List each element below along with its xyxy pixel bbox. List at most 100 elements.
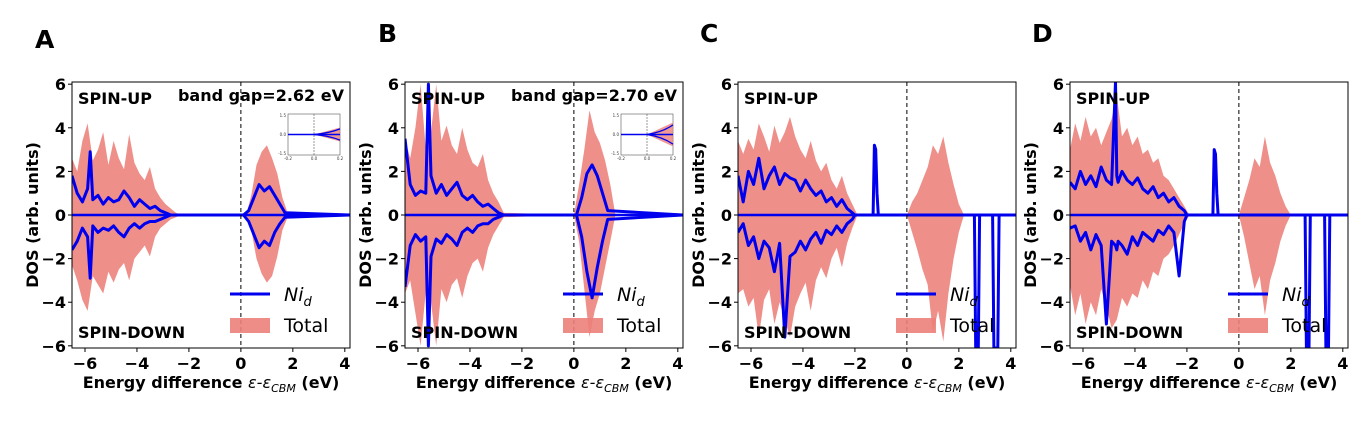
- y-tick-label: −2: [707, 250, 732, 269]
- y-tick-label: −4: [707, 293, 732, 312]
- y-tick-label: 2: [388, 162, 399, 181]
- plot-area: [72, 123, 350, 311]
- x-axis-label: Energy difference ε-εCBM (eV): [1081, 373, 1338, 395]
- y-tick-label: 0: [55, 206, 66, 225]
- y-tick-label: 0: [388, 206, 399, 225]
- nid-spin-up-line: [1070, 82, 1348, 348]
- inset-y-tick-label: -1.5: [611, 151, 619, 156]
- panel-label: B: [378, 19, 397, 48]
- nid-spin-down-line: [738, 213, 1016, 339]
- x-tick-label: 0: [1233, 354, 1244, 373]
- legend: Nid Total: [1228, 284, 1326, 337]
- total-dos-area: [1070, 95, 1291, 329]
- plot-area: [1070, 82, 1348, 348]
- inset-y-tick-label: 0.0: [280, 132, 287, 137]
- spin-down-label: SPIN-DOWN: [744, 323, 851, 342]
- x-tick-label: −6: [406, 354, 431, 373]
- y-tick-label: −6: [374, 337, 399, 356]
- panel-b: B −6 −4 −2 0 2 4 −6 −4 −2 0 2 4 6 Energy difference ε-…: [356, 19, 684, 395]
- y-tick-label: 4: [721, 119, 732, 138]
- legend-nid-label: Nid: [1282, 284, 1311, 310]
- y-tick-label: 4: [388, 119, 399, 138]
- inset-x-tick-label: 0.0: [644, 156, 651, 161]
- x-tick-label: −6: [1071, 354, 1096, 373]
- x-axis-label: Energy difference ε-εCBM (eV): [83, 373, 340, 395]
- inset-x-tick-label: -0.2: [284, 156, 292, 161]
- nid-spin-down-line: [72, 213, 350, 280]
- legend-total-label: Total: [283, 315, 328, 337]
- y-tick-label: 2: [1053, 162, 1064, 181]
- nid-spin-down-line: [1070, 213, 1348, 326]
- legend-total-swatch: [230, 318, 270, 333]
- panel-label: D: [1032, 19, 1053, 48]
- plot-area: [738, 116, 1016, 348]
- x-tick-label: 0: [901, 354, 912, 373]
- y-tick-label: 4: [55, 119, 66, 138]
- y-tick-label: 6: [388, 75, 399, 94]
- legend-nid-label: Nid: [617, 284, 646, 310]
- x-tick-label: −2: [1175, 354, 1200, 373]
- y-tick-label: −2: [1039, 250, 1064, 269]
- inset-y-tick-label: -1.5: [278, 151, 286, 156]
- y-tick-label: 6: [55, 75, 66, 94]
- legend-nid-label: Nid: [284, 284, 313, 310]
- spin-down-label: SPIN-DOWN: [411, 323, 518, 342]
- inset-x-tick-label: -0.2: [617, 156, 625, 161]
- inset-nid-down: [646, 133, 674, 145]
- x-axis-label: Energy difference ε-εCBM (eV): [416, 373, 673, 395]
- y-axis-label: DOS (arb. units): [689, 142, 708, 288]
- legend-total-label: Total: [616, 315, 661, 337]
- spin-down-label: SPIN-DOWN: [78, 323, 185, 342]
- y-tick-label: 2: [55, 162, 66, 181]
- x-tick-label: −4: [1123, 354, 1148, 373]
- x-tick-label: 0: [235, 354, 246, 373]
- legend-nid-subscript: d: [637, 295, 646, 310]
- y-tick-label: −4: [41, 293, 66, 312]
- y-tick-label: 4: [1053, 119, 1064, 138]
- inset-y-tick-label: 0.0: [613, 132, 620, 137]
- nid-spin-down-line: [405, 213, 683, 348]
- spin-up-label: SPIN-UP: [1076, 89, 1150, 108]
- x-tick-label: −6: [73, 354, 98, 373]
- y-axis-label: DOS (arb. units): [23, 142, 42, 288]
- y-axis-label: DOS (arb. units): [356, 142, 375, 288]
- x-tick-label: 0: [568, 354, 579, 373]
- y-tick-label: −6: [41, 337, 66, 356]
- y-axis-label: DOS (arb. units): [1021, 142, 1040, 288]
- legend-total-swatch: [896, 318, 936, 333]
- y-tick-label: −4: [374, 293, 399, 312]
- x-tick-label: 2: [1285, 354, 1296, 373]
- x-axis-label: Energy difference ε-εCBM (eV): [749, 373, 1006, 395]
- x-tick-label: −4: [125, 354, 150, 373]
- panel-c: C −6 −4 −2 0 2 4 −6 −4 −2 0 2 4 6 Energy difference ε-…: [689, 19, 1017, 395]
- legend-total-swatch: [563, 318, 603, 333]
- y-tick-label: −2: [41, 250, 66, 269]
- spin-up-label: SPIN-UP: [744, 89, 818, 108]
- panel-label: C: [700, 19, 718, 48]
- x-tick-label: −4: [791, 354, 816, 373]
- plot-area: [405, 82, 683, 348]
- inset-y-tick-label: 1.5: [613, 113, 620, 118]
- x-tick-label: −4: [458, 354, 483, 373]
- inset-nid-up: [646, 124, 674, 136]
- nid-spin-up-line: [405, 82, 683, 217]
- inset-x-tick-label: 0.2: [337, 156, 344, 161]
- total-dos-area: [72, 123, 293, 311]
- panel-a: A −6 −4 −2 0 2 4 −6 −4 −2 0 2 4 6 Energy difference ε-…: [23, 25, 351, 395]
- x-tick-label: 4: [1337, 354, 1348, 373]
- inset-plot: 1.5 0.0 -1.5-0.2 0.0 0.2: [278, 113, 343, 161]
- band-gap-label: band gap=2.62 eV: [178, 86, 345, 105]
- y-tick-label: −2: [374, 250, 399, 269]
- inset-nid-down: [313, 133, 341, 141]
- nid-spin-up-line: [72, 150, 350, 217]
- y-tick-label: 0: [721, 206, 732, 225]
- legend: Nid Total: [230, 284, 328, 337]
- spin-down-label: SPIN-DOWN: [1076, 323, 1183, 342]
- legend-nid-subscript: d: [304, 295, 313, 310]
- x-tick-label: 2: [287, 354, 298, 373]
- spin-up-label: SPIN-UP: [78, 89, 152, 108]
- band-gap-label: band gap=2.70 eV: [511, 86, 678, 105]
- x-tick-label: 4: [339, 354, 350, 373]
- legend-nid-subscript: d: [970, 295, 979, 310]
- inset-x-tick-label: 0.2: [670, 156, 677, 161]
